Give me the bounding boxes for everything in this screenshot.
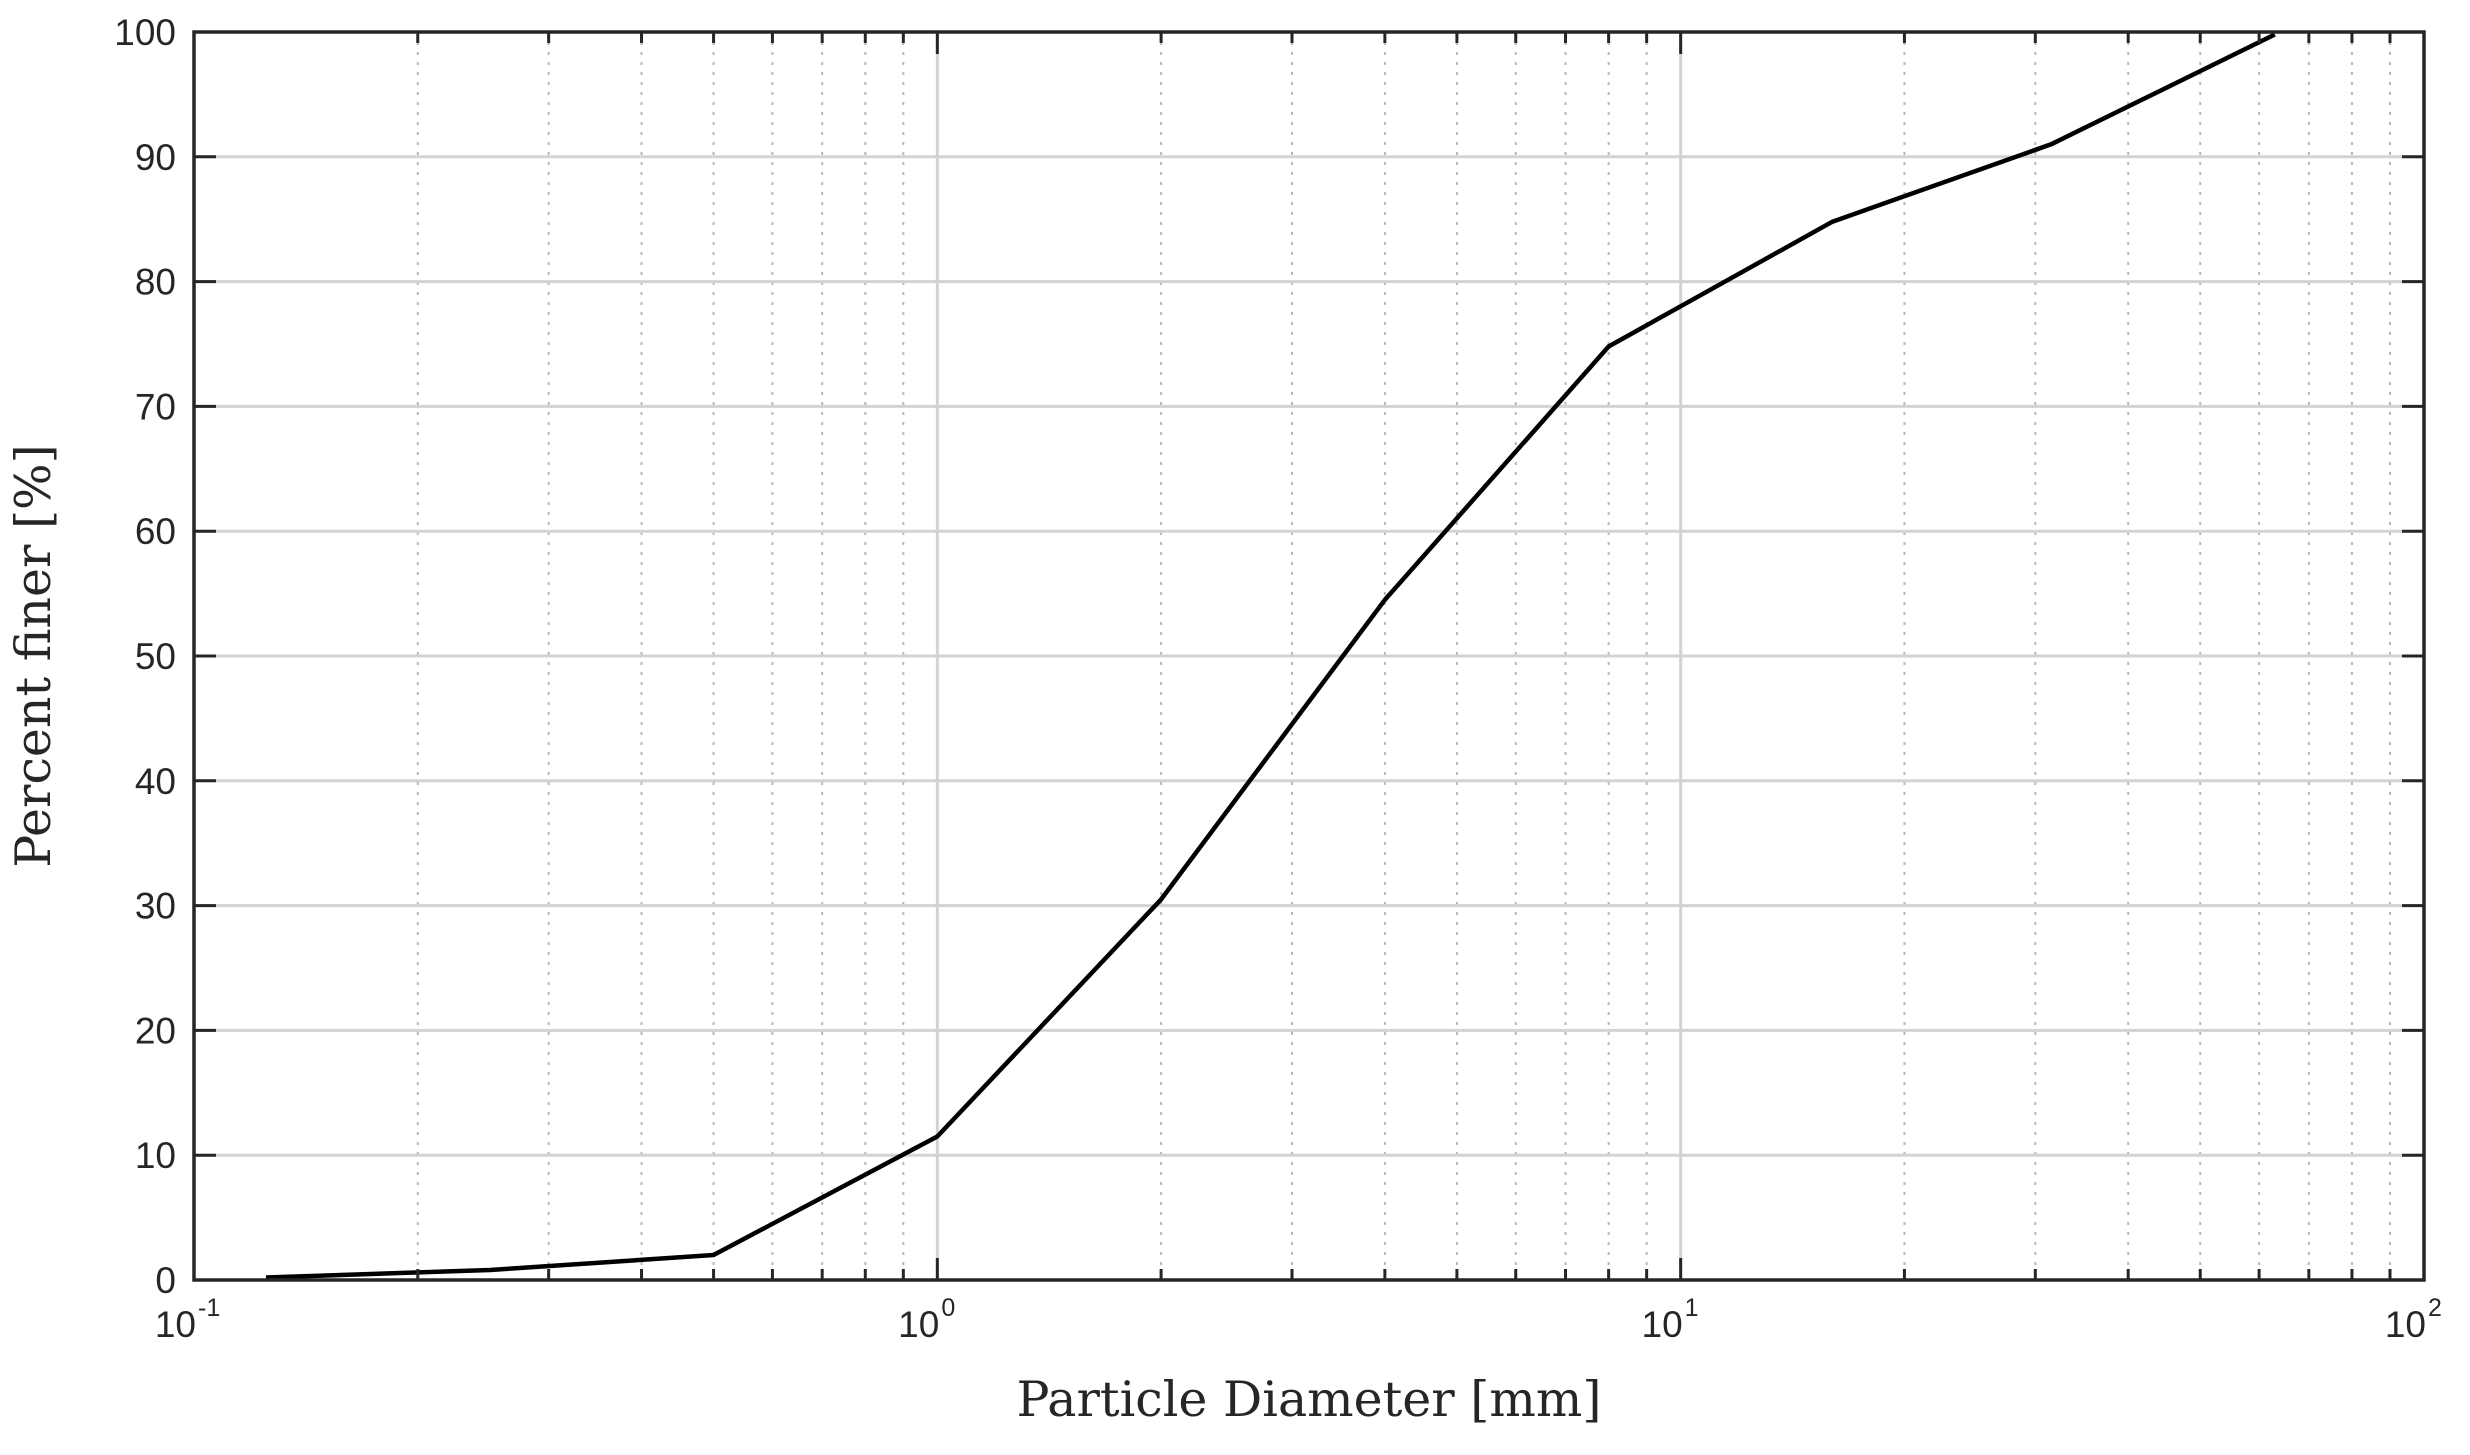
y-tick-label: 0 (155, 1260, 176, 1301)
x-tick-label: 10 1 (1642, 1294, 1699, 1345)
y-tick-label: 10 (135, 1135, 176, 1176)
x-tick-label: 10 2 (2385, 1294, 2442, 1345)
y-tick-label: 50 (135, 636, 176, 677)
y-tick-label: 70 (135, 386, 176, 427)
y-tick-labels: 0 10 20 30 40 50 60 70 80 90 100 (114, 12, 176, 1301)
y-tick-label: 20 (135, 1010, 176, 1051)
series-layer (265, 32, 2276, 1280)
y-tick-label: 80 (135, 262, 176, 303)
y-tick-label: 100 (114, 12, 176, 53)
x-tick-label-exponent: 1 (1685, 1294, 1699, 1322)
x-tick-label-base: 10 (2385, 1304, 2426, 1345)
minor-gridlines (416, 32, 2391, 1280)
x-tick-label: 10 -1 (155, 1294, 220, 1345)
y-tick-label: 40 (135, 761, 176, 802)
y-tick-label: 60 (135, 511, 176, 552)
y-tick-label: 30 (135, 886, 176, 927)
x-tick-label-base: 10 (898, 1304, 939, 1345)
major-gridlines (194, 32, 2424, 1280)
x-tick-label-exponent: 0 (941, 1294, 955, 1322)
x-axis-label: Particle Diameter [mm] (1017, 1371, 1602, 1428)
x-tick-label-exponent: -1 (198, 1294, 220, 1322)
tick-marks (192, 30, 2426, 1282)
x-tick-labels: 10 -1 10 0 10 1 10 2 (155, 1294, 2442, 1345)
x-tick-label-base: 10 (155, 1304, 196, 1345)
x-tick-label: 10 0 (898, 1294, 955, 1345)
x-tick-label-base: 10 (1642, 1304, 1683, 1345)
y-tick-label: 90 (135, 137, 176, 178)
series-line (265, 32, 2276, 1280)
x-tick-label-exponent: 2 (2428, 1294, 2442, 1322)
y-axis-label: Percent finer [%] (5, 444, 62, 868)
